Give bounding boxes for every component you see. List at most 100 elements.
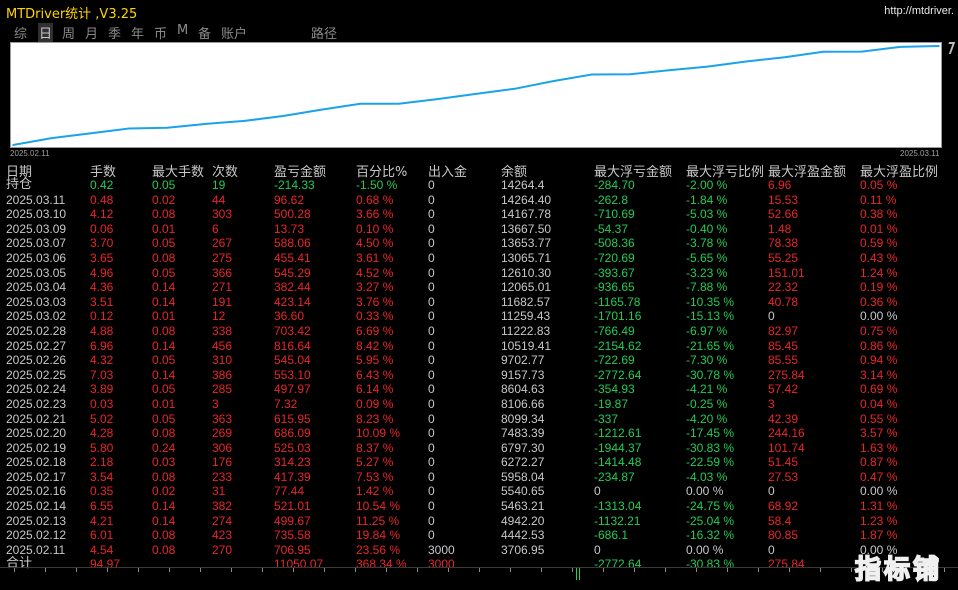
table-row[interactable]: 2025.03.11 0.48 0.02 44 96.62 0.68 % 0 14264.40… [0, 193, 958, 208]
cell-mfl: 0 [594, 542, 601, 557]
ruler-tick [262, 568, 263, 572]
column-header[interactable]: 最大浮盈比例 [860, 165, 939, 180]
table-row[interactable]: 2025.02.11 4.54 0.08 270 706.95 23.56 % 3000 37… [0, 543, 958, 558]
tab-monthly[interactable]: 月 [85, 27, 99, 42]
cell-count: 191 [212, 294, 233, 309]
table-row[interactable]: 2025.02.16 0.35 0.02 31 77.44 1.42 % 0 5540.65 0… [0, 484, 958, 499]
table-row[interactable]: 2025.03.10 4.12 0.08 303 500.28 3.66 % 0 14167.… [0, 207, 958, 222]
table-row[interactable]: 2025.03.04 4.36 0.14 271 382.44 3.27 % 0 12065.… [0, 280, 958, 295]
table-row[interactable]: 2025.02.23 0.03 0.01 3 7.32 0.09 % 0 8106.66 -19… [0, 397, 958, 412]
column-header[interactable]: 余额 [501, 165, 528, 180]
ruler-tick [479, 568, 480, 572]
cell-pnl: 521.01 [274, 499, 311, 514]
cell-date: 2025.02.18 [6, 455, 67, 470]
balance-point [591, 73, 593, 76]
column-header[interactable]: 最大手数 [152, 165, 205, 180]
ruler-tick [510, 568, 511, 572]
tab-notes[interactable]: 备 [198, 27, 212, 42]
cell-pct: 6.69 % [356, 323, 394, 338]
cell-bal: 8099.34 [501, 411, 545, 426]
cell-mfp: 52.66 [768, 207, 799, 222]
cell-date: 2025.03.05 [6, 265, 67, 280]
table-row[interactable]: 2025.02.17 3.54 0.08 233 417.39 7.53 % 0 5958.0… [0, 470, 958, 485]
cell-count: 423 [212, 528, 233, 543]
cell-pct: 11.25 % [356, 513, 400, 528]
table-row[interactable]: 2025.03.03 3.51 0.14 191 423.14 3.76 % 0 11682.… [0, 295, 958, 310]
tab-summary[interactable]: 综 [14, 27, 28, 42]
column-header[interactable]: 手数 [90, 165, 117, 180]
column-header[interactable]: 盈亏金额 [274, 165, 327, 180]
cell-io: 0 [428, 280, 435, 295]
table-row[interactable]: 2025.03.05 4.96 0.05 366 545.29 4.52 % 0 12610.… [0, 266, 958, 281]
cell-mfpp: 0.01 % [860, 221, 898, 236]
table-row[interactable]: 2025.02.24 3.89 0.05 285 497.97 6.14 % 0 8604.6… [0, 382, 958, 397]
table-row[interactable]: 2025.03.06 3.65 0.08 275 455.41 3.61 % 0 13065.… [0, 251, 958, 266]
cell-date: 2025.02.26 [6, 353, 67, 368]
cell-mfpp: 0.94 % [860, 353, 898, 368]
table-row[interactable]: 2025.03.02 0.12 0.01 12 36.60 0.33 % 0 11259.43… [0, 309, 958, 324]
tab-quarterly[interactable]: 季 [108, 27, 122, 42]
cell-mflp: 0.00 % [686, 484, 724, 499]
tab-m[interactable]: M [177, 23, 189, 38]
cell-mfpp: 0.55 % [860, 411, 898, 426]
balance-point [398, 102, 400, 105]
cell-pct: 6.14 % [356, 382, 394, 397]
tab-currency[interactable]: 币 [154, 27, 168, 42]
table-row[interactable]: 2025.02.25 7.03 0.14 386 553.10 6.43 % 0 9157.7… [0, 368, 958, 383]
cell-lots: 0.12 [90, 309, 114, 324]
cell-mfl: 0 [594, 484, 601, 499]
website-url[interactable]: http://mtdriver. [884, 5, 954, 17]
tab-weekly[interactable]: 周 [62, 27, 76, 42]
cell-io: 0 [428, 178, 435, 192]
table-row[interactable]: 2025.02.18 2.18 0.03 176 314.23 5.27 % 0 6272.2… [0, 455, 958, 470]
table-row[interactable]: 2025.02.13 4.21 0.14 274 499.67 11.25 % 0 4942.… [0, 514, 958, 529]
ruler-tick [758, 568, 759, 572]
holding-row[interactable]: 持仓 0.42 0.05 19 -214.33 -1.50 % 0 14264.4 -284.7… [0, 177, 958, 193]
cell-mfl: -2772.64 [594, 367, 642, 382]
balance-point [166, 127, 169, 129]
table-row[interactable]: 2025.02.26 4.32 0.05 310 545.04 5.95 % 0 9702.7… [0, 353, 958, 368]
cell-io: 0 [428, 382, 435, 397]
cell-pnl: 36.60 [274, 309, 305, 324]
cell-lots: 4.54 [90, 542, 114, 557]
column-header[interactable]: 出入金 [428, 165, 468, 180]
collapse-icon[interactable] [946, 40, 956, 54]
cell-count: 176 [212, 455, 233, 470]
table-row[interactable]: 2025.03.07 3.70 0.05 267 588.06 4.50 % 0 13653.… [0, 236, 958, 251]
table-row[interactable]: 2025.02.12 6.01 0.08 423 735.58 19.84 % 0 4442.… [0, 528, 958, 543]
column-header[interactable]: 最大浮盈金额 [768, 165, 847, 180]
bottom-divider [0, 567, 958, 568]
table-row[interactable]: 2025.02.20 4.28 0.08 269 686.09 10.09 % 0 7483.… [0, 426, 958, 441]
cell-io: 0 [428, 396, 435, 411]
column-header[interactable]: 百分比% [356, 165, 408, 180]
balance-series-line [12, 45, 940, 146]
cell-date: 2025.03.07 [6, 236, 67, 251]
tab-yearly[interactable]: 年 [131, 27, 145, 42]
cell-pct: 3.66 % [356, 207, 394, 222]
cell-mfp: 42.39 [768, 411, 799, 426]
table-row[interactable]: 2025.02.21 5.02 0.05 363 615.95 8.23 % 0 8099.3… [0, 412, 958, 427]
cell-pct: 5.95 % [356, 353, 394, 368]
table-row[interactable]: 2025.02.19 5.80 0.24 306 525.03 8.37 % 0 6797.3… [0, 441, 958, 456]
balance-point [899, 46, 902, 48]
tab-account[interactable]: 账户 [221, 27, 248, 42]
cell-lots: 6.96 [90, 338, 114, 353]
cell-io: 0 [428, 469, 435, 484]
cell-lots: 4.21 [90, 513, 114, 528]
cell-mfl: -766.49 [594, 323, 635, 338]
table-row[interactable]: 2025.02.28 4.88 0.08 338 703.42 6.69 % 0 11222.… [0, 324, 958, 339]
ruler-cursor-icon[interactable] [576, 568, 580, 580]
cell-bal: 14167.78 [501, 207, 552, 222]
cell-io: 0 [428, 455, 435, 470]
column-header[interactable]: 日期 [6, 165, 33, 180]
tab-path[interactable]: 路径 [311, 27, 338, 42]
table-row[interactable]: 2025.03.09 0.06 0.01 6 13.73 0.10 % 0 13667.50 -… [0, 222, 958, 237]
column-header[interactable]: 最大浮亏金额 [594, 165, 673, 180]
column-header[interactable]: 最大浮亏比例 [686, 165, 765, 180]
column-header[interactable]: 次数 [212, 165, 239, 180]
table-row[interactable]: 2025.02.27 6.96 0.14 456 816.64 8.42 % 0 10519.… [0, 339, 958, 354]
cell-io: 0 [428, 207, 435, 222]
cell-io: 0 [428, 353, 435, 368]
tab-daily[interactable]: 日 [38, 23, 54, 42]
table-row[interactable]: 2025.02.14 6.55 0.14 382 521.01 10.54 % 0 5463.… [0, 499, 958, 514]
